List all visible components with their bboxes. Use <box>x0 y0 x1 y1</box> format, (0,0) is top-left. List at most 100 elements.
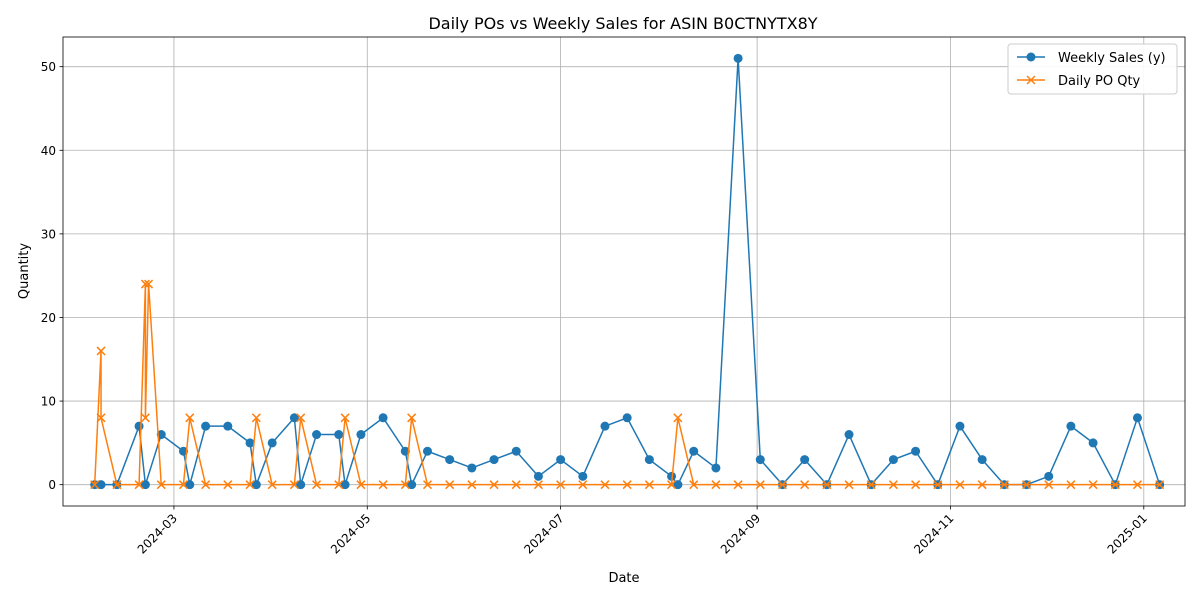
data-point <box>178 480 188 490</box>
data-point <box>689 480 699 490</box>
data-point <box>201 480 211 490</box>
data-point <box>667 480 677 490</box>
data-point <box>422 446 432 456</box>
data-point <box>622 413 632 423</box>
data-point <box>955 480 965 490</box>
data-point <box>888 455 898 465</box>
y-axis-label: Quantity <box>17 243 32 299</box>
data-point <box>578 471 588 481</box>
data-point <box>800 455 810 465</box>
data-point <box>296 413 306 423</box>
data-point <box>144 279 154 289</box>
data-point <box>140 480 150 490</box>
x-axis-label: Date <box>608 571 639 586</box>
data-point <box>1066 480 1076 490</box>
data-point <box>96 346 106 356</box>
data-point <box>1132 413 1142 423</box>
data-point <box>223 421 233 431</box>
data-point <box>407 413 417 423</box>
data-point <box>445 455 455 465</box>
data-point <box>296 480 306 490</box>
data-point <box>533 471 543 481</box>
gridlines <box>63 37 1185 506</box>
data-point <box>1110 480 1120 490</box>
data-point <box>289 480 299 490</box>
legend-label-daily-po-qty: Daily PO Qty <box>1058 74 1141 89</box>
data-point <box>933 480 943 490</box>
data-point <box>340 480 350 490</box>
data-point <box>511 446 521 456</box>
data-point <box>600 480 610 490</box>
data-point <box>733 53 743 63</box>
data-point <box>667 471 677 481</box>
data-point <box>977 480 987 490</box>
data-point <box>511 480 521 490</box>
data-point <box>245 438 255 448</box>
data-point <box>267 438 277 448</box>
data-point <box>999 480 1009 490</box>
data-point <box>578 480 588 490</box>
data-point <box>251 480 261 490</box>
data-point <box>1066 421 1076 431</box>
data-point <box>673 480 683 490</box>
data-point <box>356 430 366 440</box>
data-point <box>844 430 854 440</box>
series-line-daily-po-qty <box>93 283 1160 486</box>
data-point <box>96 413 106 423</box>
data-point <box>185 413 195 423</box>
data-point <box>156 430 166 440</box>
y-tick-label: 40 <box>41 144 56 158</box>
legend: Weekly Sales (y) Daily PO Qty <box>1007 43 1178 95</box>
data-point <box>201 421 211 431</box>
y-tick-label: 30 <box>41 227 56 241</box>
data-point <box>378 413 388 423</box>
data-point <box>622 480 632 490</box>
data-point <box>312 480 322 490</box>
data-point <box>489 480 499 490</box>
data-point <box>489 455 499 465</box>
data-point <box>711 463 721 473</box>
data-point <box>844 480 854 490</box>
data-point <box>289 413 299 423</box>
data-point <box>422 480 433 490</box>
data-point <box>866 480 876 490</box>
data-point <box>689 446 699 456</box>
data-point <box>407 480 417 490</box>
data-point <box>140 279 150 289</box>
data-point <box>112 480 122 490</box>
series-layer <box>90 53 1165 490</box>
data-point <box>156 480 166 490</box>
data-point <box>556 455 566 465</box>
data-point <box>356 480 366 490</box>
data-point <box>711 480 721 490</box>
data-point <box>223 480 233 490</box>
data-point <box>334 480 344 490</box>
data-point <box>251 413 261 423</box>
data-point <box>888 480 898 490</box>
data-point <box>911 446 921 456</box>
data-point <box>1044 471 1054 481</box>
data-point <box>312 430 322 440</box>
data-point <box>334 430 344 440</box>
data-point <box>140 413 150 423</box>
y-tick-label: 0 <box>48 478 56 492</box>
data-point <box>1044 480 1054 490</box>
data-point <box>977 455 987 465</box>
data-point <box>245 480 255 490</box>
data-point <box>1088 438 1098 448</box>
data-point <box>445 480 455 490</box>
data-point <box>340 413 350 423</box>
data-point <box>467 480 477 490</box>
plot-frame <box>62 36 1186 507</box>
data-point <box>1088 480 1098 490</box>
data-point <box>267 480 277 490</box>
data-point <box>777 480 788 490</box>
data-point <box>800 480 810 490</box>
y-tick-label: 10 <box>41 395 56 409</box>
data-point <box>733 480 743 490</box>
data-point <box>673 413 683 423</box>
data-point <box>533 480 543 490</box>
data-point <box>822 480 832 490</box>
chart-title: Daily POs vs Weekly Sales for ASIN B0CTN… <box>428 14 817 33</box>
